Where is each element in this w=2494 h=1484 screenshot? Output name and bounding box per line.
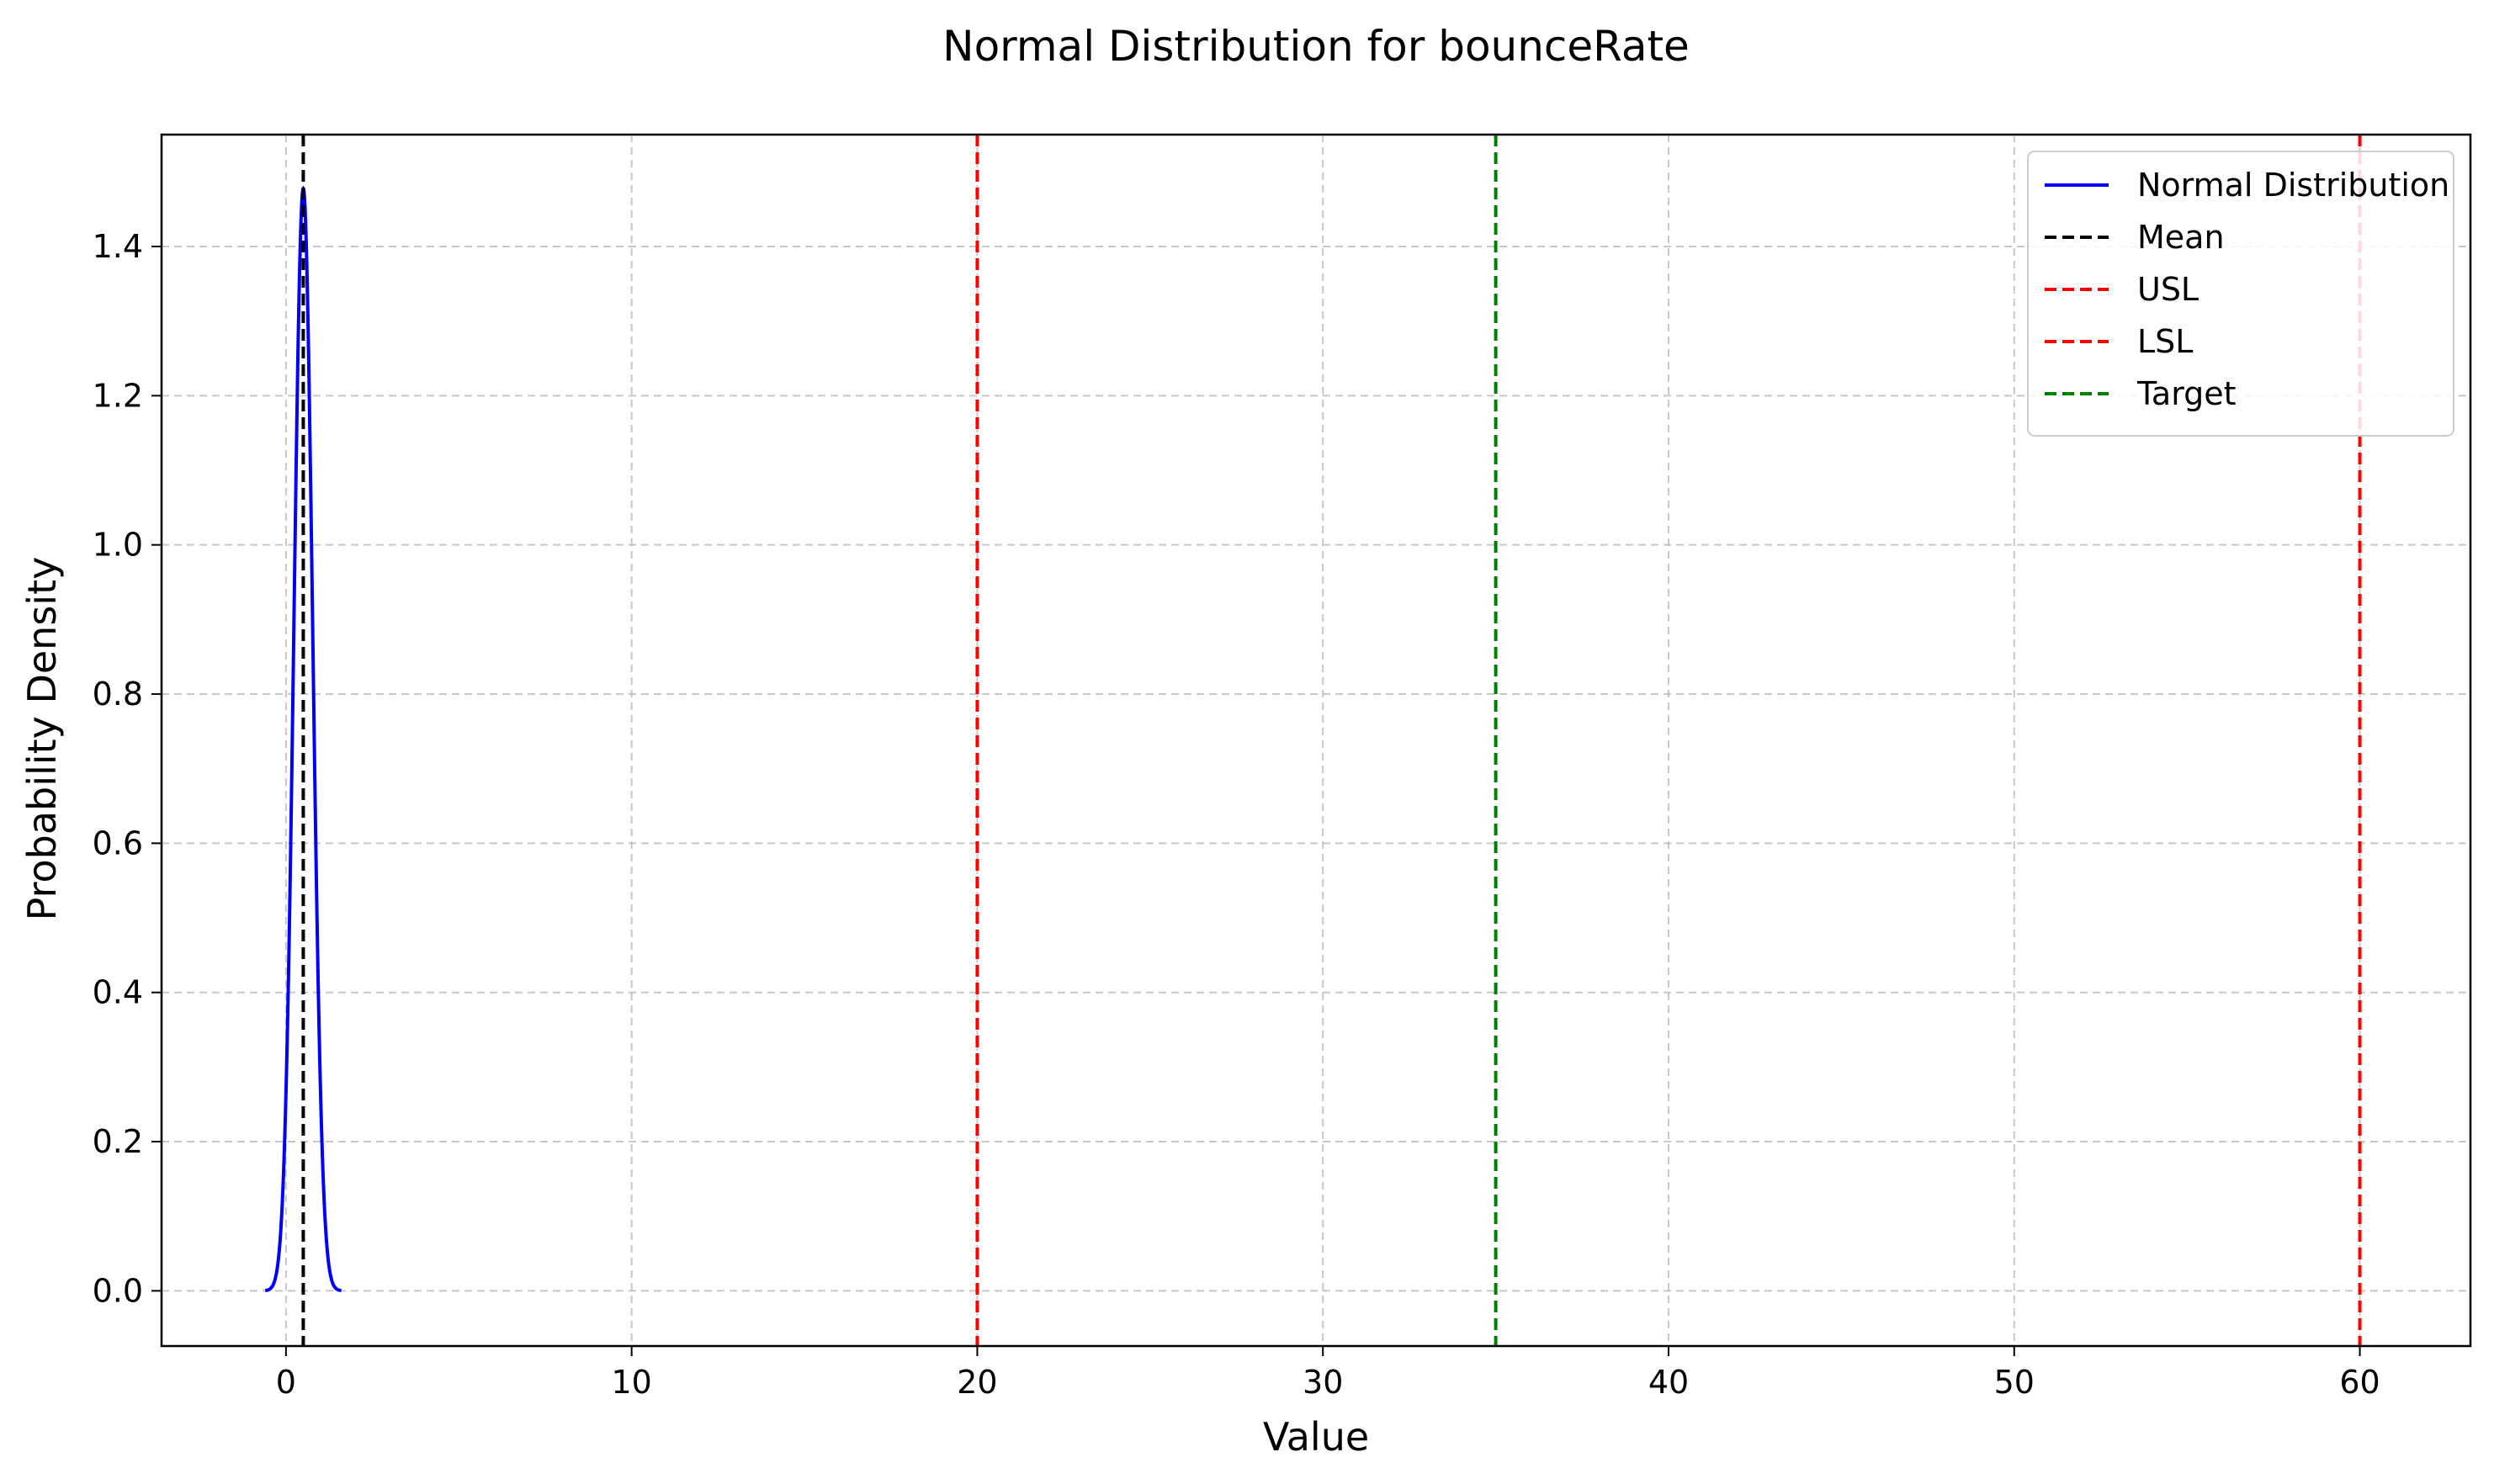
legend-entry-label: Target	[2136, 375, 2237, 412]
y-tick-label: 1.0	[93, 527, 143, 564]
x-tick-label: 20	[957, 1364, 997, 1401]
ticks: 0 10 20 30 40 50 60 0.0 0.2 0.4 0.6 0.8 1.0 1.2 1.4	[93, 228, 2380, 1401]
x-axis-label: Value	[1263, 1414, 1369, 1460]
plot-frame	[160, 133, 2472, 1348]
y-tick-label: 0.0	[93, 1272, 143, 1309]
y-tick-label: 0.2	[93, 1123, 143, 1160]
y-axis-label: Probability Density	[19, 557, 65, 921]
legend-entry-label: Mean	[2137, 219, 2225, 256]
x-tick-label: 30	[1303, 1364, 1343, 1401]
legend-entry-label: USL	[2137, 271, 2199, 308]
legend: Normal Distribution Mean USL LSL Target	[2027, 151, 2454, 437]
x-tick-label: 40	[1648, 1364, 1689, 1401]
legend-box	[2027, 151, 2454, 437]
y-tick-label: 0.8	[93, 676, 143, 713]
x-tick-label: 10	[611, 1364, 651, 1401]
x-tick-label: 0	[276, 1364, 296, 1401]
y-tick-label: 1.2	[93, 377, 143, 414]
legend-entry-label: LSL	[2137, 323, 2193, 360]
plot-area	[264, 135, 2362, 1346]
y-tick-label: 1.4	[93, 228, 143, 265]
x-tick-label: 60	[2339, 1364, 2380, 1401]
x-tick-label: 50	[1994, 1364, 2035, 1401]
legend-entry-label: Normal Distribution	[2137, 167, 2449, 204]
y-tick-label: 0.6	[93, 824, 143, 861]
y-tick-label: 0.4	[93, 974, 143, 1011]
chart-title: Normal Distribution for bounceRate	[942, 22, 1690, 71]
